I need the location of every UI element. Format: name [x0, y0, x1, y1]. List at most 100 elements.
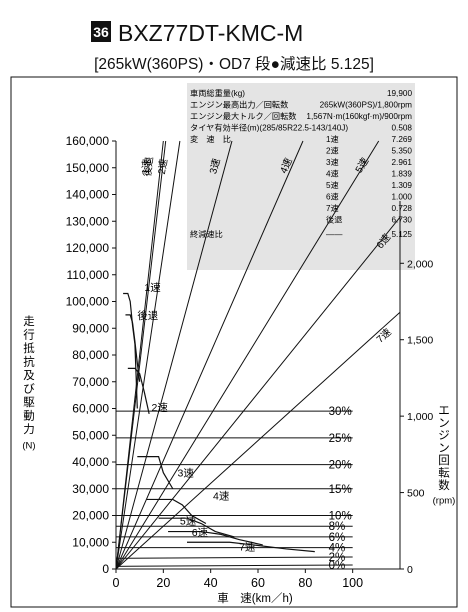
x-tick-label: 80	[298, 576, 312, 590]
y-label-right-char: ン	[438, 443, 450, 455]
y-label-left-char: 走	[23, 315, 35, 328]
ratio-gear: 4速	[326, 170, 339, 179]
axes: 0 10,000 20,000 30,000 40,000 50,000 60,000 70,…	[22, 134, 455, 605]
spec-panel	[187, 83, 415, 270]
y-label-left-unit: (N)	[22, 441, 35, 452]
y-label-right-char: 回	[438, 454, 450, 467]
ratio-value: 1.000	[392, 193, 413, 202]
resistance-label: 25%	[329, 433, 352, 445]
ratio-gear: 6速	[326, 193, 339, 202]
ratio-gear: 2速	[326, 147, 339, 156]
resistance-label: 2%	[329, 552, 346, 564]
y-tick-label: 140,000	[66, 188, 110, 202]
y-tick-label: 130,000	[66, 214, 110, 228]
y-tick-label: 60,000	[72, 402, 109, 416]
spec-label: 車両総重量(kg)	[190, 88, 245, 98]
final-ratio-dash: ——	[326, 230, 343, 239]
spec-subtitle: [265kW(360PS)・OD7 段●減速比 5.125]	[94, 55, 374, 73]
ratio-heading: 変 速 比	[190, 134, 231, 144]
rpm-line-label: 1速	[140, 158, 154, 175]
y-tick-label: 100,000	[66, 295, 110, 309]
driving-force-line	[127, 367, 150, 414]
y-label-right-char: 転	[438, 467, 450, 480]
rpm-line	[115, 140, 181, 570]
ratio-gear: 3速	[326, 158, 339, 167]
y-label-left-char: び	[23, 383, 35, 396]
rpm-line-label: 4速	[278, 156, 295, 175]
rpm-tick-label: 2,000	[407, 258, 433, 270]
x-axis-label: 車 速(km／h)	[217, 591, 293, 605]
x-tick-label: 0	[113, 576, 120, 590]
resistance-label: 30%	[329, 406, 352, 418]
gear-annotation: 後退	[137, 309, 158, 322]
rpm-line-label: 後退	[141, 156, 156, 177]
y-label-left-char: 及	[23, 370, 35, 382]
y-tick-label: 150,000	[66, 161, 110, 175]
y-tick-label: 40,000	[72, 455, 109, 469]
rpm-line	[115, 311, 401, 570]
spec-value: 1,567N·m(160kgf·m)/900rpm	[306, 112, 412, 121]
rpm-line	[115, 140, 380, 570]
resistance-label: 6%	[329, 532, 346, 544]
y-label-left-char: 抗	[23, 355, 35, 369]
spec-value: 265kW(360PS)/1,800rpm	[320, 101, 413, 110]
y-label-right-char: ジ	[438, 430, 450, 442]
resistance-label: 10%	[329, 511, 352, 523]
driving-force-line	[125, 314, 141, 382]
driving-force-line	[187, 541, 315, 553]
gear-annotation: 6速	[192, 527, 209, 539]
resistance-label: 15%	[329, 484, 352, 496]
spec-panel-text: 車両総重量(kg) 19,900 エンジン最高出力／回転数 265kW(360PS)/…	[190, 88, 412, 239]
model-number-badge	[91, 21, 111, 42]
rpm-line	[115, 140, 167, 570]
rpm-tick-label: 0	[407, 564, 413, 576]
y-tick-label: 110,000	[67, 268, 110, 282]
y-label-right-char: ン	[438, 418, 450, 430]
y-label-left-char: 行	[23, 329, 35, 342]
resistance-label: 0%	[329, 560, 346, 572]
y-label-left-char: 力	[23, 423, 35, 436]
rpm-line-label: 7速	[374, 326, 394, 345]
y-tick-label: 50,000	[72, 428, 109, 442]
gear-annotation: 2速	[152, 402, 169, 414]
model-number-badge-text: 36	[93, 24, 109, 40]
x-tick-label: 60	[251, 576, 265, 590]
resistance-lines: 0%2%4%6%8%10% 15% 20% 25% 30%	[115, 406, 353, 572]
resistance-label: 8%	[329, 521, 346, 533]
rpm-line-label: 2速	[156, 158, 170, 175]
final-ratio-value: 5.125	[392, 230, 413, 239]
resistance-line	[115, 564, 353, 567]
rpm-line	[115, 140, 233, 570]
resistance-label: 4%	[329, 543, 346, 555]
y-label-right-char: エ	[438, 405, 450, 417]
y-tick-label: 80,000	[72, 348, 109, 362]
rpm-tick-label: 500	[407, 488, 425, 500]
y-label-left-char: 駆	[23, 396, 35, 409]
driving-force-line	[123, 292, 138, 409]
rpm-line-label: 3速	[207, 157, 223, 175]
spec-label: エンジン最高出力／回転数	[190, 100, 288, 110]
y-tick-label: 20,000	[72, 509, 109, 523]
driving-force-line	[158, 517, 235, 538]
rpm-line	[115, 140, 304, 570]
y-tick-label: 10,000	[72, 535, 109, 549]
ratio-value: 5.350	[392, 147, 413, 156]
ratio-value: 0.728	[392, 204, 413, 213]
y-tick-label: 30,000	[72, 482, 109, 496]
y-tick-label: 90,000	[72, 321, 109, 335]
rpm-tick-label: 1,500	[407, 335, 433, 347]
resistance-label: 20%	[329, 460, 352, 472]
x-tick-label: 100	[342, 576, 363, 590]
ratio-value: 2.961	[392, 158, 413, 167]
spec-label: タイヤ有効半径(m)(285/85R22.5-143/140J)	[190, 123, 348, 133]
spec-label: エンジン最大トルク／回転数	[190, 111, 296, 121]
rpm-line	[115, 216, 401, 570]
ratio-value: 1.309	[392, 181, 413, 190]
y-tick-label: 70,000	[72, 375, 109, 389]
driving-force-line	[146, 498, 207, 525]
spec-value: 19,900	[387, 89, 412, 98]
